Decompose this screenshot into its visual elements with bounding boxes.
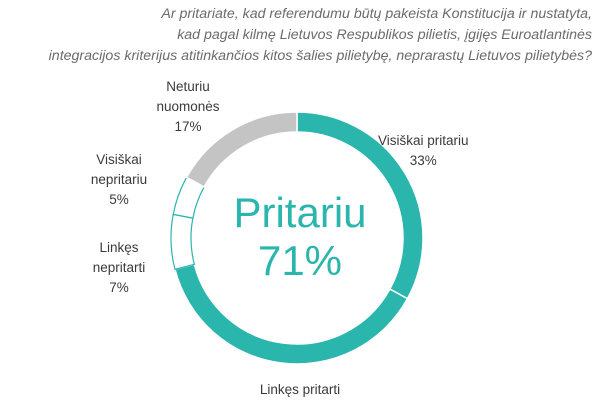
slice-value-visiskai-pritariu: 33% <box>409 153 437 168</box>
slice-label-linkes-nepritarti: Linkęs nepritarti 7% <box>89 238 149 298</box>
slice-name-linkes-nepritarti-1: Linkęs <box>99 240 139 255</box>
slice-value-visiskai-nepritariu: 5% <box>109 192 129 207</box>
question-line-3: integracijos kriterijus atitinkančios ki… <box>48 48 592 64</box>
slice-value-neturiu-nuomones: 17% <box>174 119 202 134</box>
slice-label-visiskai-nepritariu: Visiškai nepritariu 5% <box>84 150 154 210</box>
donut-slice-neturiu-nuomonės <box>185 111 298 188</box>
slice-name-linkes-nepritarti-2: nepritarti <box>92 260 146 275</box>
slice-name-neturiu-nuomones-2: nuomonės <box>156 99 220 114</box>
slice-label-linkes-pritarti: Linkęs pritarti <box>250 380 350 400</box>
donut-slice-linkęs-nepritarti <box>170 213 196 271</box>
question-line-2: kad pagal kilmę Lietuvos Respublikos pil… <box>177 27 592 43</box>
slice-name-linkes-pritarti: Linkęs pritarti <box>259 382 341 397</box>
slice-name-neturiu-nuomones-1: Neturiu <box>166 79 210 94</box>
center-value: 71% <box>257 237 343 284</box>
chart-question: Ar pritariate, kad referendumu būtų pake… <box>0 4 592 67</box>
slice-name-visiskai-pritariu: Visiškai pritariu <box>378 133 469 148</box>
question-line-1: Ar pritariate, kad referendumu būtų pake… <box>161 6 592 22</box>
slice-name-visiskai-nepritariu-1: Visiškai <box>96 152 142 167</box>
slice-label-neturiu-nuomones: Neturiu nuomonės 17% <box>148 77 228 137</box>
center-label: Pritariu <box>233 189 367 236</box>
slice-name-visiskai-nepritariu-2: nepritariu <box>90 172 148 187</box>
slice-label-visiskai-pritariu: Visiškai pritariu 33% <box>378 131 469 171</box>
slice-value-linkes-nepritarti: 7% <box>109 280 129 295</box>
